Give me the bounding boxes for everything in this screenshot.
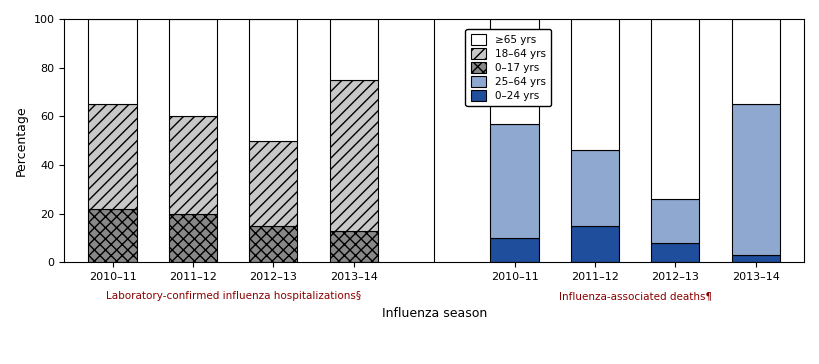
- Bar: [169, 19, 217, 116]
- Bar: [249, 19, 297, 141]
- Bar: [88, 19, 137, 104]
- Bar: [249, 141, 297, 226]
- Bar: [491, 238, 539, 262]
- Y-axis label: Percentage: Percentage: [15, 105, 28, 176]
- Legend: ≥65 yrs, 18–64 yrs, 0–17 yrs, 25–64 yrs, 0–24 yrs: ≥65 yrs, 18–64 yrs, 0–17 yrs, 25–64 yrs,…: [465, 29, 551, 106]
- Text: Influenza-associated deaths¶: Influenza-associated deaths¶: [559, 291, 712, 301]
- Bar: [329, 19, 378, 80]
- Bar: [491, 123, 539, 238]
- Bar: [169, 214, 217, 262]
- Bar: [651, 199, 699, 243]
- Bar: [88, 104, 137, 209]
- Bar: [731, 255, 780, 262]
- Bar: [88, 209, 137, 262]
- Text: Laboratory-confirmed influenza hospitalizations§: Laboratory-confirmed influenza hospitali…: [106, 291, 360, 301]
- Bar: [651, 243, 699, 262]
- Bar: [329, 80, 378, 230]
- X-axis label: Influenza season: Influenza season: [382, 307, 486, 320]
- Bar: [571, 19, 619, 150]
- Bar: [329, 230, 378, 262]
- Bar: [651, 19, 699, 199]
- Bar: [491, 19, 539, 123]
- Bar: [249, 226, 297, 262]
- Bar: [731, 19, 780, 104]
- Bar: [169, 116, 217, 214]
- Bar: [571, 150, 619, 226]
- Bar: [571, 226, 619, 262]
- Bar: [731, 104, 780, 255]
